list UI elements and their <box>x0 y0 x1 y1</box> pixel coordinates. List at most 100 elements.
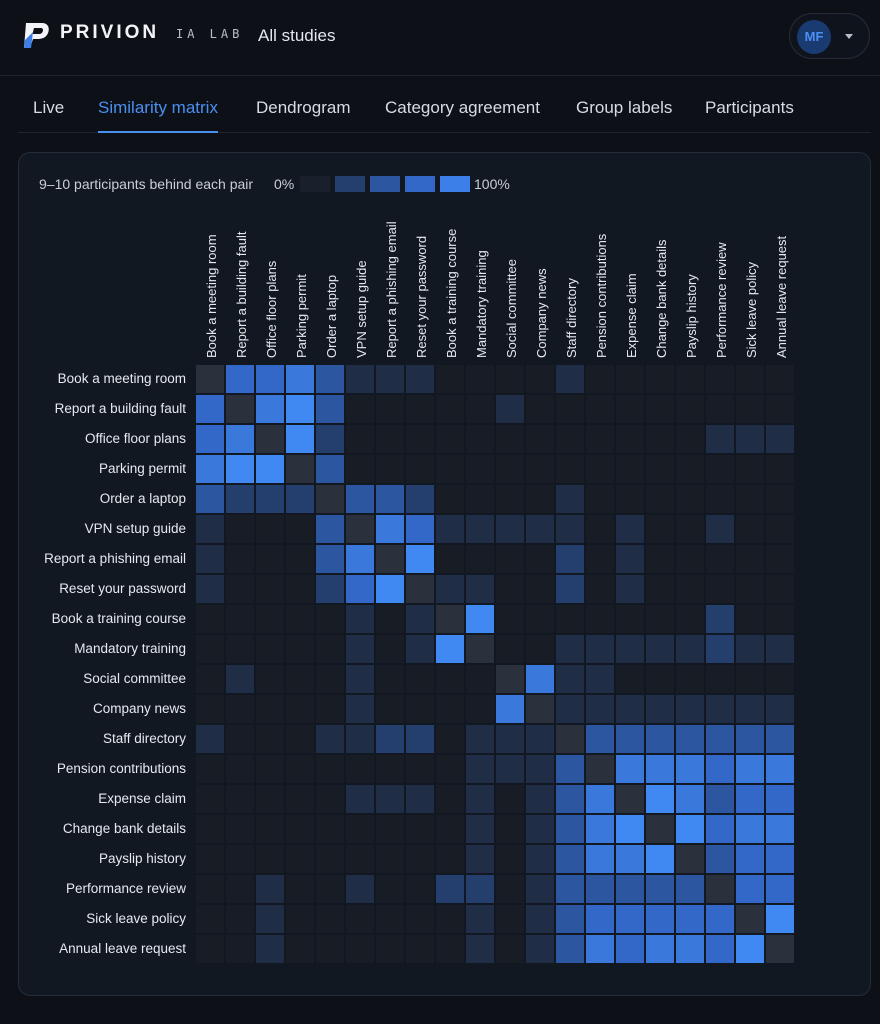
matrix-cell[interactable] <box>466 575 494 603</box>
matrix-cell[interactable] <box>526 725 554 753</box>
matrix-cell[interactable] <box>256 455 284 483</box>
matrix-cell[interactable] <box>466 395 494 423</box>
matrix-cell[interactable] <box>676 365 704 393</box>
matrix-cell[interactable] <box>676 425 704 453</box>
matrix-cell[interactable] <box>676 635 704 663</box>
matrix-cell[interactable] <box>226 755 254 783</box>
matrix-cell[interactable] <box>766 695 794 723</box>
matrix-cell[interactable] <box>316 545 344 573</box>
matrix-cell[interactable] <box>496 935 524 963</box>
matrix-cell[interactable] <box>706 365 734 393</box>
matrix-cell[interactable] <box>196 905 224 933</box>
matrix-cell[interactable] <box>346 845 374 873</box>
matrix-cell[interactable] <box>376 785 404 813</box>
matrix-cell[interactable] <box>316 395 344 423</box>
matrix-cell[interactable] <box>316 695 344 723</box>
matrix-cell[interactable] <box>766 485 794 513</box>
matrix-cell[interactable] <box>736 515 764 543</box>
matrix-cell[interactable] <box>736 815 764 843</box>
matrix-cell[interactable] <box>376 545 404 573</box>
matrix-cell[interactable] <box>346 545 374 573</box>
matrix-cell[interactable] <box>586 785 614 813</box>
matrix-cell[interactable] <box>196 455 224 483</box>
matrix-cell[interactable] <box>706 755 734 783</box>
matrix-cell[interactable] <box>736 455 764 483</box>
matrix-cell[interactable] <box>616 635 644 663</box>
matrix-cell[interactable] <box>316 785 344 813</box>
matrix-cell[interactable] <box>526 365 554 393</box>
matrix-cell[interactable] <box>646 515 674 543</box>
matrix-cell[interactable] <box>196 665 224 693</box>
privion-logo-icon[interactable] <box>22 20 52 50</box>
matrix-cell[interactable] <box>226 485 254 513</box>
matrix-cell[interactable] <box>496 695 524 723</box>
matrix-cell[interactable] <box>466 425 494 453</box>
matrix-cell[interactable] <box>316 725 344 753</box>
matrix-cell[interactable] <box>346 575 374 603</box>
matrix-cell[interactable] <box>616 575 644 603</box>
matrix-cell[interactable] <box>766 755 794 783</box>
matrix-cell[interactable] <box>496 455 524 483</box>
matrix-cell[interactable] <box>556 815 584 843</box>
matrix-cell[interactable] <box>376 905 404 933</box>
matrix-cell[interactable] <box>376 725 404 753</box>
matrix-cell[interactable] <box>706 815 734 843</box>
matrix-cell[interactable] <box>286 815 314 843</box>
matrix-cell[interactable] <box>406 425 434 453</box>
matrix-cell[interactable] <box>466 545 494 573</box>
matrix-cell[interactable] <box>676 545 704 573</box>
matrix-cell[interactable] <box>256 485 284 513</box>
matrix-cell[interactable] <box>586 905 614 933</box>
matrix-cell[interactable] <box>526 665 554 693</box>
matrix-cell[interactable] <box>376 395 404 423</box>
matrix-cell[interactable] <box>766 905 794 933</box>
matrix-cell[interactable] <box>286 935 314 963</box>
matrix-cell[interactable] <box>526 605 554 633</box>
matrix-cell[interactable] <box>646 455 674 483</box>
matrix-cell[interactable] <box>466 515 494 543</box>
matrix-cell[interactable] <box>196 875 224 903</box>
matrix-cell[interactable] <box>646 485 674 513</box>
matrix-cell[interactable] <box>256 635 284 663</box>
matrix-cell[interactable] <box>466 455 494 483</box>
matrix-cell[interactable] <box>346 485 374 513</box>
matrix-cell[interactable] <box>676 395 704 423</box>
matrix-cell[interactable] <box>646 635 674 663</box>
matrix-cell[interactable] <box>436 455 464 483</box>
matrix-cell[interactable] <box>346 515 374 543</box>
matrix-cell[interactable] <box>346 425 374 453</box>
matrix-cell[interactable] <box>766 395 794 423</box>
matrix-cell[interactable] <box>256 875 284 903</box>
matrix-cell[interactable] <box>526 875 554 903</box>
matrix-cell[interactable] <box>466 665 494 693</box>
matrix-cell[interactable] <box>406 665 434 693</box>
matrix-cell[interactable] <box>226 875 254 903</box>
matrix-cell[interactable] <box>316 605 344 633</box>
matrix-cell[interactable] <box>586 695 614 723</box>
matrix-cell[interactable] <box>586 875 614 903</box>
matrix-cell[interactable] <box>436 605 464 633</box>
matrix-cell[interactable] <box>766 455 794 483</box>
matrix-cell[interactable] <box>286 605 314 633</box>
matrix-cell[interactable] <box>676 485 704 513</box>
matrix-cell[interactable] <box>286 455 314 483</box>
matrix-cell[interactable] <box>616 755 644 783</box>
matrix-cell[interactable] <box>586 575 614 603</box>
matrix-cell[interactable] <box>196 575 224 603</box>
matrix-cell[interactable] <box>736 635 764 663</box>
matrix-cell[interactable] <box>256 815 284 843</box>
user-menu-button[interactable]: MF <box>789 13 870 59</box>
matrix-cell[interactable] <box>316 425 344 453</box>
matrix-cell[interactable] <box>646 425 674 453</box>
matrix-cell[interactable] <box>706 425 734 453</box>
matrix-cell[interactable] <box>736 665 764 693</box>
matrix-cell[interactable] <box>436 725 464 753</box>
matrix-cell[interactable] <box>766 935 794 963</box>
matrix-cell[interactable] <box>496 425 524 453</box>
matrix-cell[interactable] <box>706 605 734 633</box>
matrix-cell[interactable] <box>646 875 674 903</box>
matrix-cell[interactable] <box>286 665 314 693</box>
matrix-cell[interactable] <box>376 515 404 543</box>
matrix-cell[interactable] <box>376 695 404 723</box>
matrix-cell[interactable] <box>556 635 584 663</box>
